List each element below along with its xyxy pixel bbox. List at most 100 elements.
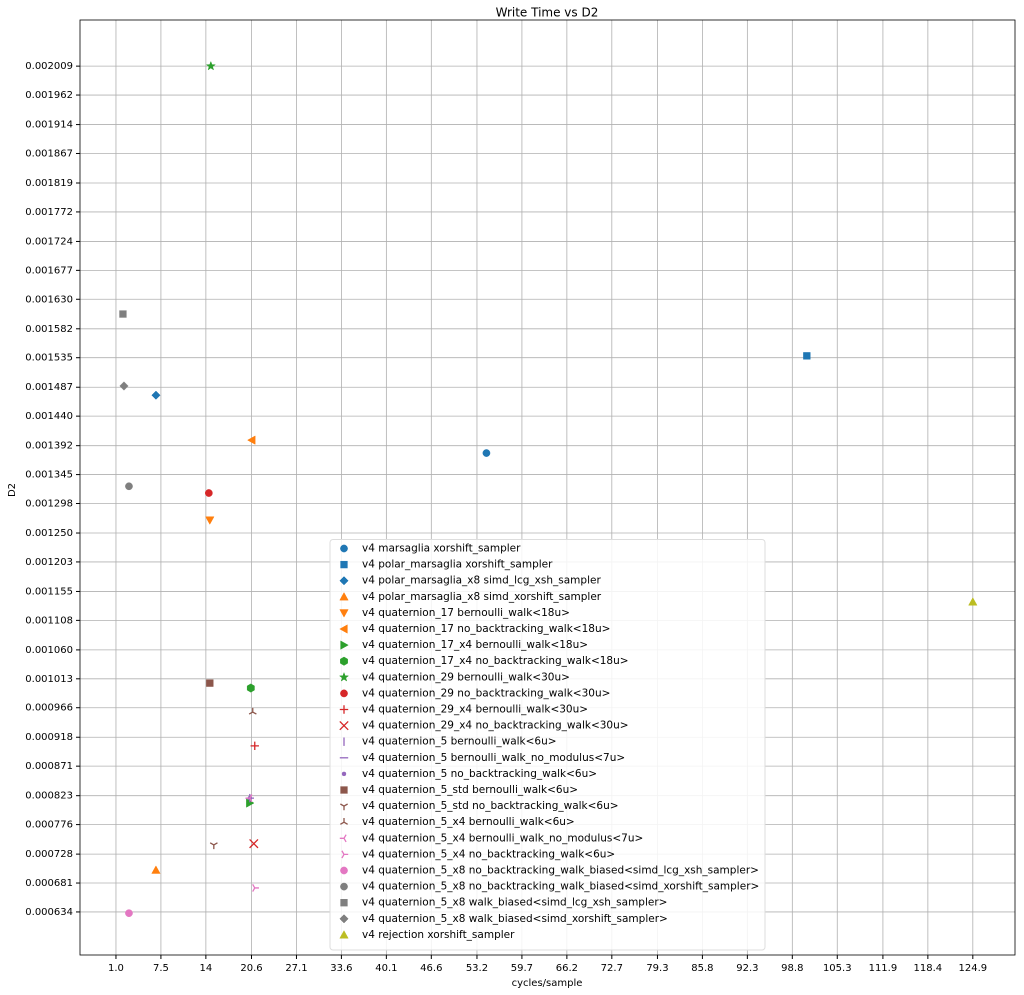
- y-tick-label: 0.000871: [25, 761, 73, 772]
- legend-label: v4 quaternion_5_x4 no_backtracking_walk<…: [362, 848, 615, 860]
- data-point: [205, 60, 216, 71]
- legend-label: v4 quaternion_29 no_backtracking_walk<30…: [362, 687, 610, 699]
- legend-label: v4 quaternion_5 bernoulli_walk<6u>: [362, 736, 557, 748]
- y-tick-label: 0.000728: [25, 849, 73, 860]
- y-tick-label: 0.001535: [25, 353, 73, 364]
- x-tick-label: 53.2: [466, 963, 488, 974]
- data-point: [247, 435, 256, 445]
- data-point: [151, 865, 161, 874]
- legend-label: v4 quaternion_5_std bernoulli_walk<6u>: [362, 784, 578, 796]
- legend-box: [329, 539, 766, 951]
- legend-label: v4 rejection xorshift_sampler: [362, 929, 515, 941]
- x-tick-label: 124.9: [958, 963, 987, 974]
- legend-label: v4 quaternion_17_x4 no_backtracking_walk…: [362, 655, 629, 667]
- legend-label: v4 quaternion_5_x4 bernoulli_walk<6u>: [362, 816, 575, 828]
- legend-marker: [340, 656, 348, 666]
- legend-label: v4 quaternion_17 no_backtracking_walk<18…: [362, 623, 610, 635]
- data-point: [248, 707, 257, 715]
- legend-marker: [339, 576, 349, 586]
- legend-marker: [340, 786, 348, 794]
- legend-label: v4 polar_marsaglia_x8 simd_lcg_xsh_sampl…: [362, 575, 601, 587]
- x-tick-label: 27.1: [285, 963, 307, 974]
- legend-label: v4 quaternion_29 bernoulli_walk<30u>: [362, 671, 570, 683]
- legend-label: v4 quaternion_17 bernoulli_walk<18u>: [362, 607, 570, 619]
- legend-marker: [340, 640, 349, 650]
- data-point: [209, 842, 218, 850]
- legend-label: v4 quaternion_5_x4 bernoulli_walk_no_mod…: [362, 832, 643, 844]
- legend-label: v4 quaternion_5_x8 no_backtracking_walk_…: [362, 881, 759, 893]
- x-tick-label: 105.3: [823, 963, 852, 974]
- legend-label: v4 quaternion_29_x4 bernoulli_walk<30u>: [362, 704, 588, 716]
- data-point: [482, 449, 491, 457]
- data-point: [250, 741, 259, 751]
- legend-marker: [341, 850, 349, 859]
- y-tick-label: 0.000918: [25, 732, 73, 743]
- x-tick-label: 46.6: [420, 963, 442, 974]
- x-tick-label: 1.0: [108, 963, 124, 974]
- legend-label: v4 quaternion_5 bernoulli_walk_no_modulu…: [362, 752, 625, 764]
- legend-marker: [340, 560, 348, 569]
- legend-label: v4 quaternion_5_x8 walk_biased<simd_xors…: [362, 913, 668, 925]
- legend-marker: [340, 803, 348, 811]
- legend-label: v4 quaternion_17_x4 bernoulli_walk<18u>: [362, 639, 588, 651]
- x-tick-label: 59.7: [511, 963, 533, 974]
- x-tick-label: 66.2: [556, 963, 578, 974]
- x-tick-label: 7.5: [153, 963, 169, 974]
- plot-frame: [79, 19, 1016, 956]
- data-point: [119, 381, 129, 391]
- y-tick-label: 0.001819: [25, 178, 73, 189]
- chart-title: Write Time vs D2: [496, 6, 599, 20]
- y-tick-label: 0.001677: [25, 265, 73, 276]
- legend-marker: [340, 866, 348, 875]
- y-tick-label: 0.001392: [25, 441, 73, 452]
- data-point: [204, 489, 213, 497]
- y-tick-label: 0.001108: [25, 615, 73, 626]
- legend-marker: [338, 671, 350, 682]
- x-tick-label: 118.4: [914, 963, 943, 974]
- y-tick-label: 0.002009: [25, 61, 73, 72]
- data-point: [205, 516, 215, 525]
- data-point: [119, 310, 127, 318]
- legend-label: v4 quaternion_5_std no_backtracking_walk…: [362, 800, 619, 812]
- legend-marker: [339, 624, 348, 634]
- data-point: [968, 597, 978, 606]
- data-point: [803, 352, 811, 360]
- legend-label: v4 polar_marsaglia xorshift_sampler: [362, 559, 553, 571]
- x-tick-label: 92.3: [736, 963, 758, 974]
- y-tick-label: 0.001440: [25, 411, 73, 422]
- x-tick-label: 85.8: [691, 963, 713, 974]
- data-point: [249, 839, 259, 849]
- legend-marker: [339, 592, 349, 601]
- legend-label: v4 marsaglia xorshift_sampler: [362, 543, 521, 555]
- data-point: [151, 390, 161, 400]
- legend-marker: [340, 544, 348, 553]
- y-axis-label: D2: [7, 483, 18, 497]
- y-tick-label: 0.001724: [25, 236, 73, 247]
- legend-label: v4 quaternion_5 no_backtracking_walk<6u>: [362, 768, 597, 780]
- data-point: [125, 909, 133, 918]
- data-point: [206, 679, 214, 687]
- legend-marker: [339, 914, 349, 924]
- legend-marker: [341, 771, 347, 777]
- x-tick-label: 20.6: [240, 963, 262, 974]
- legend-marker: [339, 720, 349, 731]
- y-tick-label: 0.001250: [25, 528, 73, 539]
- y-tick-label: 0.001203: [25, 557, 73, 568]
- y-tick-label: 0.001867: [25, 148, 73, 159]
- legend-marker: [340, 818, 348, 825]
- legend-marker: [339, 705, 349, 714]
- legend-marker: [340, 899, 348, 907]
- y-tick-label: 0.000776: [25, 820, 73, 831]
- x-tick-label: 98.8: [781, 963, 803, 974]
- y-tick-label: 0.001298: [25, 498, 73, 509]
- y-tick-label: 0.001487: [25, 382, 73, 393]
- x-tick-label: 40.1: [375, 963, 397, 974]
- y-tick-label: 0.001013: [25, 674, 73, 685]
- legend-label: v4 quaternion_5_x8 walk_biased<simd_lcg_…: [362, 897, 667, 909]
- y-tick-label: 0.001582: [25, 324, 73, 335]
- legend-marker: [340, 882, 348, 891]
- legend-marker: [339, 609, 349, 618]
- legend-marker: [339, 834, 347, 843]
- x-tick-label: 33.6: [330, 963, 352, 974]
